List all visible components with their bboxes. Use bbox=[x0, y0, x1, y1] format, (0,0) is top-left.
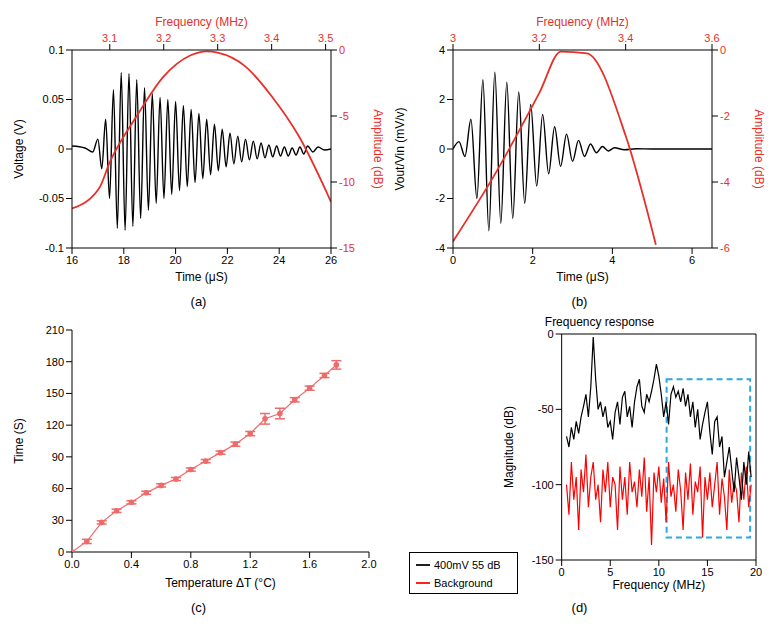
html-text:(a): (a) bbox=[190, 294, 207, 309]
svg-text:90: 90 bbox=[52, 451, 64, 463]
svg-text:30: 30 bbox=[52, 514, 64, 526]
svg-text:0: 0 bbox=[548, 330, 554, 340]
svg-text:3.4: 3.4 bbox=[618, 32, 633, 44]
svg-text:Temperature ΔT (°C): Temperature ΔT (°C) bbox=[165, 576, 276, 590]
svg-text:Magnitude (dB): Magnitude (dB) bbox=[502, 406, 516, 488]
svg-text:120: 120 bbox=[46, 419, 64, 431]
svg-text:1.6: 1.6 bbox=[302, 558, 317, 570]
svg-text:-0.05: -0.05 bbox=[39, 192, 64, 204]
svg-text:4: 4 bbox=[439, 44, 445, 56]
svg-text:0.1: 0.1 bbox=[49, 44, 64, 56]
svg-text:0: 0 bbox=[439, 143, 445, 155]
svg-text:-150: -150 bbox=[532, 554, 554, 566]
svg-text:0: 0 bbox=[559, 566, 565, 578]
svg-text:3.4: 3.4 bbox=[264, 32, 279, 44]
svg-text:Frequency (MHz): Frequency (MHz) bbox=[536, 15, 629, 29]
svg-text:-4: -4 bbox=[435, 242, 445, 254]
svg-text:16: 16 bbox=[66, 254, 78, 266]
svg-text:0: 0 bbox=[450, 254, 456, 266]
svg-text:-5: -5 bbox=[339, 110, 349, 122]
svg-text:0.8: 0.8 bbox=[183, 558, 198, 570]
svg-text:-50: -50 bbox=[538, 403, 554, 415]
svg-text:Vout/Vin (mV/v): Vout/Vin (mV/v) bbox=[393, 107, 407, 190]
html-text:(d): (d) bbox=[571, 600, 588, 615]
svg-text:20: 20 bbox=[750, 566, 762, 578]
html-text:(c): (c) bbox=[190, 600, 207, 615]
svg-text:3.2: 3.2 bbox=[532, 32, 547, 44]
svg-text:-4: -4 bbox=[720, 176, 730, 188]
svg-text:3.3: 3.3 bbox=[210, 32, 225, 44]
svg-text:-6: -6 bbox=[720, 242, 730, 254]
svg-text:Frequency (MHz): Frequency (MHz) bbox=[612, 578, 705, 592]
svg-text:15: 15 bbox=[701, 566, 713, 578]
svg-text:180: 180 bbox=[46, 356, 64, 368]
svg-text:-15: -15 bbox=[339, 242, 355, 254]
svg-text:-0.1: -0.1 bbox=[45, 242, 64, 254]
html-text:(b): (b) bbox=[571, 294, 588, 309]
svg-text:0.05: 0.05 bbox=[43, 93, 64, 105]
svg-text:3.6: 3.6 bbox=[704, 32, 719, 44]
svg-text:Amplitude (dB): Amplitude (dB) bbox=[371, 109, 385, 188]
svg-text:Time (μS): Time (μS) bbox=[175, 270, 227, 284]
svg-text:26: 26 bbox=[325, 254, 337, 266]
svg-text:20: 20 bbox=[169, 254, 181, 266]
svg-text:Voltage (V): Voltage (V) bbox=[12, 119, 26, 178]
svg-text:0: 0 bbox=[58, 143, 64, 155]
svg-text:2: 2 bbox=[439, 93, 445, 105]
svg-text:-2: -2 bbox=[720, 110, 730, 122]
svg-text:24: 24 bbox=[273, 254, 285, 266]
svg-text:Time (μS): Time (μS) bbox=[556, 270, 608, 284]
svg-text:0: 0 bbox=[339, 44, 345, 56]
svg-text:-2: -2 bbox=[435, 192, 445, 204]
svg-text:Frequency (MHz): Frequency (MHz) bbox=[155, 15, 248, 29]
svg-text:-100: -100 bbox=[532, 479, 554, 491]
svg-text:10: 10 bbox=[653, 566, 665, 578]
svg-text:Time (S): Time (S) bbox=[12, 418, 26, 464]
svg-text:0.4: 0.4 bbox=[124, 558, 139, 570]
svg-text:3.2: 3.2 bbox=[156, 32, 171, 44]
svg-text:3: 3 bbox=[450, 32, 456, 44]
svg-text:3.5: 3.5 bbox=[318, 32, 333, 44]
svg-text:0: 0 bbox=[720, 44, 726, 56]
svg-text:1.2: 1.2 bbox=[243, 558, 258, 570]
svg-text:60: 60 bbox=[52, 482, 64, 494]
svg-text:18: 18 bbox=[118, 254, 130, 266]
svg-text:210: 210 bbox=[46, 324, 64, 336]
html-text:Background: Background bbox=[434, 577, 493, 589]
svg-text:5: 5 bbox=[607, 566, 613, 578]
svg-text:Amplitude (dB): Amplitude (dB) bbox=[752, 109, 766, 188]
svg-text:22: 22 bbox=[221, 254, 233, 266]
svg-text:150: 150 bbox=[46, 387, 64, 399]
html-text:Frequency response: Frequency response bbox=[544, 315, 655, 329]
svg-text:2.0: 2.0 bbox=[361, 558, 376, 570]
svg-text:0.0: 0.0 bbox=[64, 558, 79, 570]
svg-text:4: 4 bbox=[609, 254, 615, 266]
svg-text:-10: -10 bbox=[339, 176, 355, 188]
svg-text:3.1: 3.1 bbox=[102, 32, 117, 44]
svg-text:6: 6 bbox=[689, 254, 695, 266]
svg-text:0: 0 bbox=[58, 546, 64, 558]
svg-text:2: 2 bbox=[530, 254, 536, 266]
html-text:400mV 55 dB: 400mV 55 dB bbox=[434, 559, 501, 571]
